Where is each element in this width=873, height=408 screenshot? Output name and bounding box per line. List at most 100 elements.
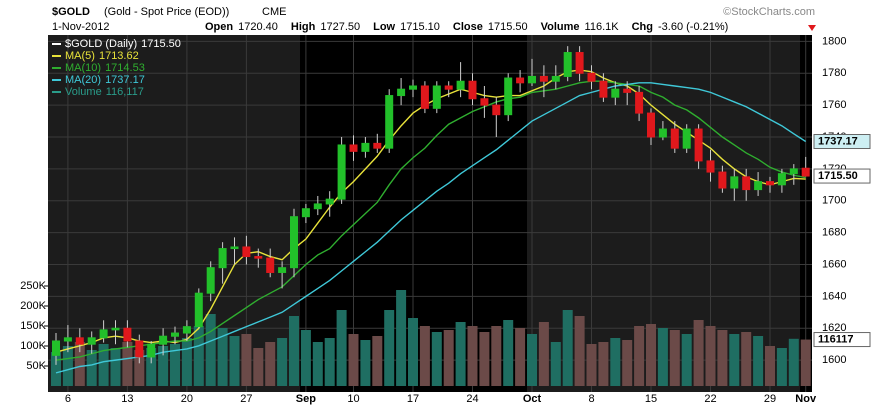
volume-bar — [455, 322, 466, 386]
candle-body — [63, 337, 72, 342]
volume-bar — [98, 344, 109, 386]
candle-body — [789, 168, 798, 175]
description: (Gold - Spot Price (EOD)) — [104, 6, 229, 18]
candle-body — [218, 248, 227, 269]
legend-name: MA(10) — [65, 62, 101, 74]
candle-body — [635, 91, 644, 114]
quote-label: Open — [205, 21, 233, 33]
legend-name: MA(5) — [65, 50, 95, 62]
volume-bar — [431, 332, 442, 386]
y2-tick-label: 100K — [20, 340, 46, 352]
volume-bar — [765, 346, 775, 386]
candle-body — [432, 85, 441, 109]
quote-value: 1715.50 — [488, 21, 528, 33]
x-tick-label: 10 — [347, 393, 359, 405]
volume-bar — [527, 334, 537, 386]
y-tick-label: 1700 — [822, 195, 846, 207]
candle-body — [182, 326, 191, 334]
candle-body — [742, 176, 751, 191]
candle-body — [206, 267, 215, 294]
price-tag-label: 116117 — [818, 333, 854, 345]
volume-bar — [193, 326, 204, 386]
candle-body — [516, 77, 525, 84]
candle-body — [682, 128, 691, 149]
volume-bar — [253, 348, 264, 386]
x-tick-label: Oct — [523, 393, 542, 405]
price-tag — [813, 332, 871, 348]
ma-line — [55, 82, 807, 374]
quote-label: Chg — [632, 21, 653, 33]
candle-body — [87, 337, 96, 345]
candle-body — [361, 142, 370, 152]
x-tick-label: 29 — [764, 393, 776, 405]
quote-value: -3.60 (-0.21%) — [658, 21, 728, 33]
volume-bar — [300, 330, 311, 386]
volume-bar — [134, 350, 145, 386]
candle-body — [575, 52, 584, 74]
legend-value: 1737.17 — [105, 74, 145, 86]
x-tick-label: 8 — [588, 393, 594, 405]
x-tick-label: 6 — [65, 393, 71, 405]
candle-body — [670, 128, 679, 149]
volume-bar — [634, 326, 645, 386]
quote-value: 116.1K — [585, 21, 620, 33]
quote-value: 1715.10 — [400, 21, 440, 33]
legend-value: 1714.53 — [105, 62, 145, 74]
candle-body — [52, 340, 60, 356]
volume-bar — [336, 310, 347, 386]
candle-body — [75, 337, 84, 345]
volume-bar — [598, 342, 609, 386]
candle-body — [313, 203, 322, 210]
volume-bar — [396, 290, 407, 386]
x-tick-label: 13 — [121, 393, 133, 405]
candle-body — [754, 181, 763, 191]
volume-bar — [646, 324, 656, 386]
candle-body — [349, 144, 358, 152]
y-tick-label: 1660 — [822, 258, 846, 270]
legend-name: Volume — [65, 86, 102, 98]
quote-label: Volume — [541, 21, 580, 33]
volume-bar — [110, 348, 121, 386]
volume-bar — [622, 340, 633, 386]
y2-tick-label: 250K — [20, 280, 46, 292]
price-tag — [813, 168, 871, 184]
legend-value: 1713.62 — [99, 50, 139, 62]
candle-body — [599, 80, 608, 98]
volume-bar — [372, 336, 383, 386]
legend-value: 116,117 — [106, 86, 144, 98]
volume-bar — [443, 330, 454, 386]
candle-body — [528, 75, 536, 84]
quote-value: 1720.40 — [238, 21, 278, 33]
volume-bar — [610, 338, 621, 386]
date: 1-Nov-2012 — [52, 21, 109, 33]
candle-body — [278, 267, 287, 273]
volume-bar — [62, 346, 73, 386]
candle-body — [123, 327, 132, 342]
x-tick-label: Sep — [296, 393, 316, 405]
volume-bar — [800, 339, 811, 386]
volume-bar — [74, 342, 85, 386]
candle-body — [111, 327, 120, 331]
candle-body — [337, 144, 346, 200]
legend-name: $GOLD (Daily) — [65, 38, 137, 50]
y2-tick-label: 50K — [26, 360, 46, 372]
legend-name: MA(20) — [65, 74, 101, 86]
volume-bar — [181, 338, 192, 386]
x-tick-label: 24 — [466, 393, 478, 405]
x-tick-label: 15 — [645, 393, 657, 405]
y-tick-label: 1680 — [822, 227, 846, 239]
volume-bar — [408, 318, 418, 386]
candle-body — [420, 85, 429, 109]
candle-body — [444, 85, 453, 90]
volume-bar — [538, 322, 549, 386]
x-tick-label: Nov — [795, 393, 817, 405]
candle-body — [159, 335, 168, 345]
volume-bar — [51, 352, 61, 386]
volume-bar — [229, 336, 240, 386]
volume-bar — [788, 338, 799, 386]
price-tag-label: 1737.17 — [818, 135, 858, 147]
candle-body — [694, 128, 703, 162]
legend-swatch — [52, 43, 61, 45]
candle-body — [551, 75, 560, 82]
